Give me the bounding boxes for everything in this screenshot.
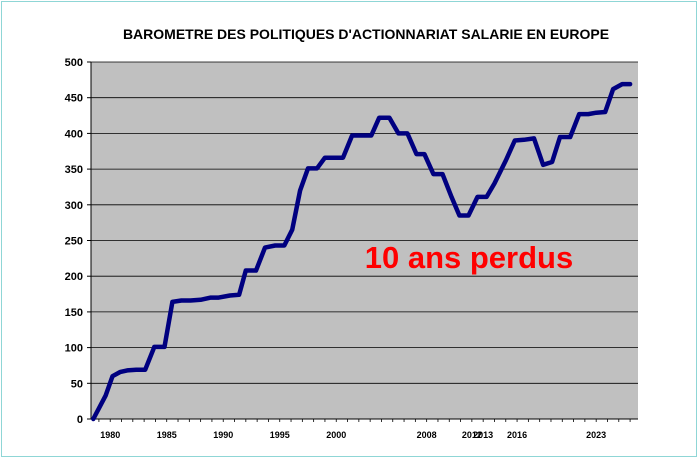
x-tick-label-1985: 1985: [157, 430, 177, 440]
x-tick-label-1990: 1990: [213, 430, 233, 440]
y-tick-label-200: 200: [65, 271, 83, 283]
y-tick-label-500: 500: [65, 57, 83, 69]
y-tick-label-100: 100: [65, 343, 83, 355]
x-tick-label-2000: 2000: [326, 430, 346, 440]
series-group: [91, 81, 633, 422]
annotation-10-ans-perdus: 10 ans perdus: [365, 240, 573, 275]
y-tick-label-450: 450: [65, 93, 83, 105]
x-tick-label-1995: 1995: [270, 430, 290, 440]
x-tick-label-2023: 2023: [586, 430, 606, 440]
y-tick-label-0: 0: [77, 414, 83, 426]
x-tick-label-2008: 2008: [417, 430, 437, 440]
y-axis: 0 50 100 150 200 250 300 350 400 450 500: [65, 57, 92, 426]
y-tick-label-400: 400: [65, 128, 83, 140]
y-tick-label-50: 50: [71, 378, 83, 390]
chart-title: BAROMETRE DES POLITIQUES D'ACTIONNARIAT …: [123, 26, 609, 42]
gridlines: [91, 61, 638, 384]
x-tick-label-2012: 2012: [462, 430, 482, 440]
x-tick-label-2016: 2016: [507, 430, 527, 440]
x-tick-label-2013: 2013: [473, 430, 493, 440]
y-tick-label-350: 350: [65, 164, 83, 176]
y-tick-label-300: 300: [65, 200, 83, 212]
y-tick-label-250: 250: [65, 236, 83, 248]
y-tick-label-150: 150: [65, 307, 83, 319]
series-line-0: [91, 81, 633, 422]
x-tick-label-1980: 1980: [100, 430, 120, 440]
